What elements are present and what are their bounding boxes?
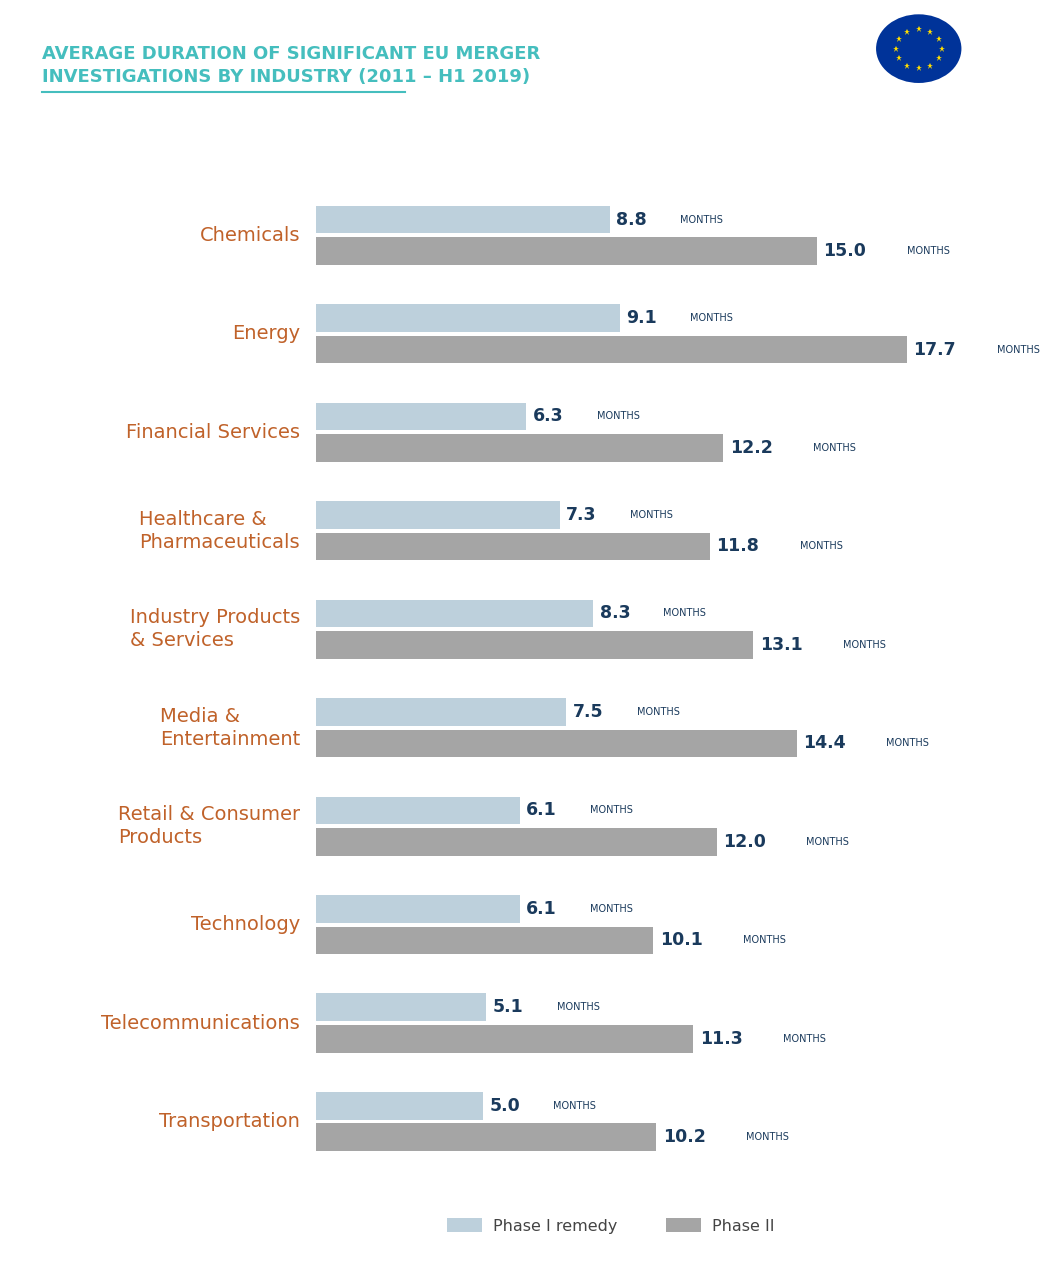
Text: MONTHS: MONTHS [590,904,633,914]
Text: Energy: Energy [232,324,300,343]
Bar [316,237,817,265]
Bar [316,403,526,430]
Text: MONTHS: MONTHS [630,509,673,520]
Bar [316,698,567,726]
Text: MONTHS: MONTHS [553,1101,596,1111]
Bar [316,599,593,627]
Text: 6.3: 6.3 [533,407,563,425]
Text: MONTHS: MONTHS [843,640,886,650]
Text: Technology: Technology [191,915,300,934]
Bar [316,434,723,462]
Text: 11.8: 11.8 [716,538,759,556]
Bar [316,1124,656,1151]
Text: MONTHS: MONTHS [997,344,1039,355]
Text: 15.0: 15.0 [823,242,867,260]
Text: 12.2: 12.2 [730,439,773,457]
Text: MONTHS: MONTHS [663,608,707,618]
Text: MONTHS: MONTHS [690,314,733,323]
Text: 5.0: 5.0 [490,1097,520,1115]
Text: 11.3: 11.3 [700,1030,742,1048]
Text: MONTHS: MONTHS [747,1133,789,1142]
Bar [316,796,519,824]
Text: 8.3: 8.3 [600,604,631,622]
Text: MONTHS: MONTHS [907,246,950,256]
Bar [316,335,907,364]
Text: MONTHS: MONTHS [783,1034,826,1043]
Text: INVESTIGATIONS BY INDUSTRY (2011 – H1 2019): INVESTIGATIONS BY INDUSTRY (2011 – H1 20… [42,68,531,86]
Bar [316,927,653,954]
Text: Financial Services: Financial Services [126,422,300,442]
Text: MONTHS: MONTHS [807,837,849,847]
Bar [316,206,610,233]
Text: 14.4: 14.4 [803,735,846,753]
Bar [316,502,559,529]
Bar [316,993,486,1021]
Text: 7.3: 7.3 [567,506,597,524]
Bar [316,895,519,923]
Bar [316,828,716,855]
Text: 12.0: 12.0 [723,833,767,851]
Text: Media &
Entertainment: Media & Entertainment [160,707,300,749]
Bar [316,532,710,561]
Text: AVERAGE DURATION OF SIGNIFICANT EU MERGER: AVERAGE DURATION OF SIGNIFICANT EU MERGE… [42,45,540,63]
Text: Healthcare &
Pharmaceuticals: Healthcare & Pharmaceuticals [139,509,300,552]
Text: MONTHS: MONTHS [799,541,842,552]
Text: 6.1: 6.1 [526,900,557,918]
Text: Retail & Consumer
Products: Retail & Consumer Products [118,805,300,847]
Ellipse shape [876,14,961,83]
Text: Chemicals: Chemicals [200,225,300,244]
Text: MONTHS: MONTHS [813,443,856,453]
Text: MONTHS: MONTHS [637,707,679,717]
Text: 13.1: 13.1 [760,636,802,654]
Text: MONTHS: MONTHS [887,739,930,749]
Text: Transportation: Transportation [159,1112,300,1132]
Legend: Phase I remedy, Phase II: Phase I remedy, Phase II [440,1212,781,1240]
Bar [316,1025,693,1052]
Text: Industry Products
& Services: Industry Products & Services [130,608,300,650]
Text: MONTHS: MONTHS [590,805,633,815]
Text: 9.1: 9.1 [627,308,657,326]
Bar [316,1092,483,1120]
Bar [316,730,797,758]
Text: 17.7: 17.7 [914,340,956,358]
Text: MONTHS: MONTHS [743,936,786,946]
Text: 10.1: 10.1 [660,932,702,950]
Text: MONTHS: MONTHS [680,215,723,224]
Text: 6.1: 6.1 [526,801,557,819]
Bar [316,631,753,659]
Text: 7.5: 7.5 [573,703,603,721]
Bar [316,305,620,332]
Text: MONTHS: MONTHS [557,1002,599,1012]
Text: 5.1: 5.1 [493,998,523,1016]
Text: 8.8: 8.8 [616,211,648,229]
Text: Telecommunications: Telecommunications [101,1014,300,1033]
Text: MONTHS: MONTHS [597,411,639,421]
Text: 10.2: 10.2 [663,1128,706,1146]
